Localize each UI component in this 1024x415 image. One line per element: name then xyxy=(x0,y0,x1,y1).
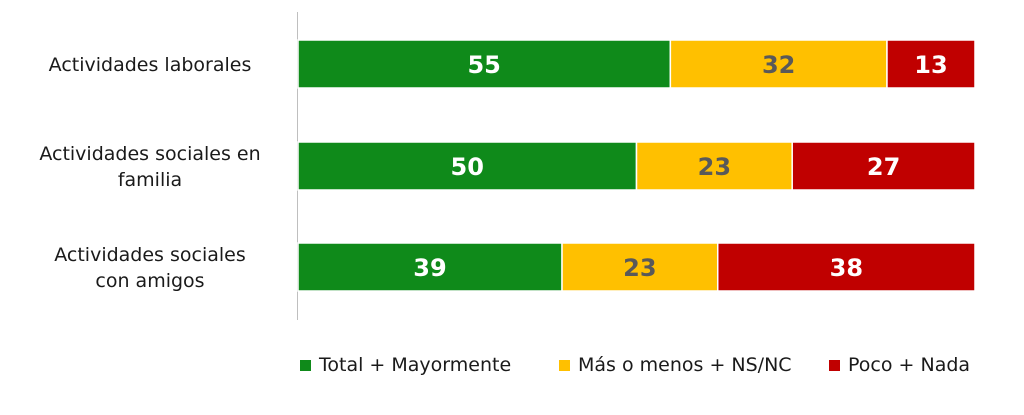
data-label: 23 xyxy=(623,254,656,282)
category-label: Actividades sociales con amigos xyxy=(54,244,246,292)
legend-item: Poco + Nada xyxy=(829,354,970,376)
data-label: 23 xyxy=(698,153,731,181)
bar-segment xyxy=(716,242,976,292)
data-label: 55 xyxy=(467,51,500,79)
category-label-line: Actividades laborales xyxy=(49,54,252,76)
category-label-line: Actividades sociales xyxy=(54,244,246,266)
legend-item: Más o menos + NS/NC xyxy=(559,354,792,376)
bar-segment xyxy=(791,141,976,191)
legend-label: Total + Mayormente xyxy=(319,354,512,376)
legend-swatch xyxy=(300,359,311,371)
category-label-line: familia xyxy=(118,169,182,191)
data-label: 13 xyxy=(914,51,947,79)
category-label-line: Actividades sociales en xyxy=(39,143,260,165)
category-label: Actividades laborales xyxy=(49,54,252,76)
bar-segment xyxy=(886,39,976,89)
data-label: 32 xyxy=(762,51,795,79)
category-label: Actividades sociales en familia xyxy=(39,143,260,191)
data-label: 27 xyxy=(867,153,900,181)
data-label: 50 xyxy=(451,153,484,181)
legend: Total + Mayormente Más o menos + NS/NC Poc… xyxy=(0,354,1024,388)
data-label: 39 xyxy=(413,254,446,282)
bar-segment xyxy=(669,39,888,89)
category-labels-group: Actividades laborales Actividades sociale… xyxy=(39,54,260,292)
category-label-line: con amigos xyxy=(95,270,204,292)
legend-label: Poco + Nada xyxy=(848,354,971,376)
bars-group: 55 32 13 50 23 27 39 23 38 xyxy=(297,39,976,292)
stacked-bar-chart: 55 32 13 50 23 27 39 23 38 Actividades laborales… xyxy=(39,12,976,320)
legend-swatch xyxy=(559,359,570,371)
data-label: 38 xyxy=(830,254,863,282)
legend-item: Total + Mayormente xyxy=(300,354,511,376)
legend-swatch xyxy=(829,359,840,371)
legend-label: Más o menos + NS/NC xyxy=(578,354,792,376)
